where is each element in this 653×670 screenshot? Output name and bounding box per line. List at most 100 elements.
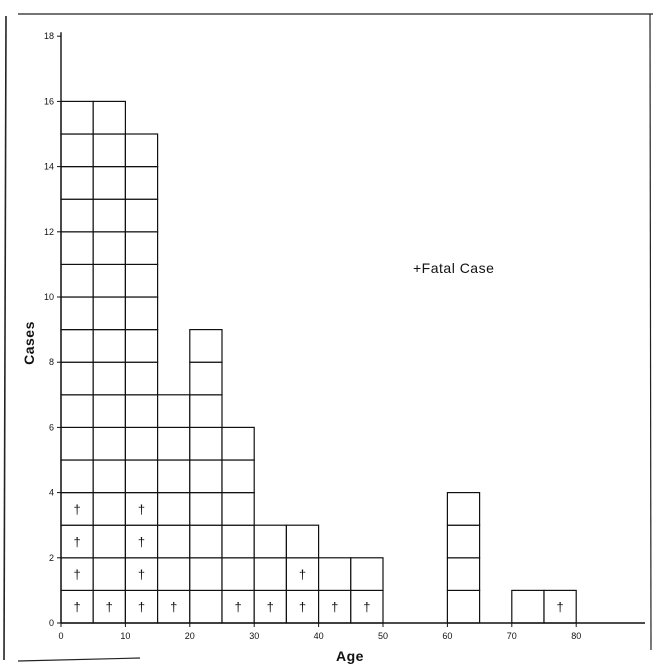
bar-cell-age-30-35-case-3 — [253, 524, 287, 559]
bar-cell-age-60-65-case-2 — [446, 557, 481, 591]
x-tick-label-70: 70 — [507, 631, 517, 641]
y-tick-label-6: 6 — [49, 422, 54, 432]
fatal-mark-age-35-40-1: † — [299, 600, 306, 615]
y-tick-label-8: 8 — [49, 357, 54, 367]
x-tick-label-10: 10 — [120, 631, 130, 641]
bar-cell-age-5-10-case-2 — [92, 557, 126, 591]
bar-cell-age-0-5-case-9 — [60, 329, 94, 363]
bar-cell-age-60-65-case-3 — [446, 524, 481, 559]
bar-cell-age-5-10-case-6 — [92, 426, 126, 461]
bar-cell-age-30-35-case-2 — [253, 557, 287, 591]
bar-cell-age-20-25-case-3 — [189, 524, 223, 559]
fatal-mark-age-10-15-1: † — [138, 600, 145, 615]
bar-cell-age-25-30-case-1 — [221, 589, 255, 624]
bar-cell-age-20-25-case-1 — [189, 589, 223, 624]
bar-cell-age-0-5-case-12 — [60, 231, 94, 266]
bar-cell-age-5-10-case-10 — [92, 296, 126, 331]
fatal-mark-age-0-5-1: † — [73, 600, 80, 615]
bar-cell-age-60-65-case-4 — [446, 492, 481, 526]
bar-cell-age-20-25-case-7 — [189, 394, 223, 428]
fatal-mark-age-25-30-1: † — [234, 600, 241, 615]
fatal-mark-age-5-10-1: † — [106, 600, 113, 615]
bar-cell-age-20-25-case-9 — [189, 329, 223, 363]
bar-cell-age-5-10-case-8 — [92, 361, 126, 396]
bar-cell-age-5-10-case-5 — [92, 459, 126, 494]
fatal-mark-age-10-15-4: † — [138, 502, 145, 517]
x-tick-label-20: 20 — [185, 631, 195, 641]
bar-cell-age-10-15-case-13 — [124, 198, 159, 233]
bar-cell-age-25-30-case-4 — [221, 492, 255, 526]
fatal-mark-age-0-5-2: † — [73, 567, 80, 582]
bar-cell-age-15-20-case-2 — [157, 557, 191, 591]
frame-right — [649, 13, 652, 651]
y-tick-label-18: 18 — [44, 31, 54, 41]
bar-cell-age-40-45-case-1 — [318, 589, 352, 624]
bar-cell-age-5-10-case-3 — [92, 524, 126, 559]
bar-cell-age-60-65-case-1 — [446, 589, 481, 624]
frame-left — [3, 15, 7, 661]
bar-cell-age-0-5-case-13 — [60, 198, 94, 233]
bar-cell-age-10-15-case-14 — [124, 166, 159, 200]
bar-cell-age-25-30-case-5 — [221, 459, 255, 494]
y-tick-label-16: 16 — [44, 96, 54, 106]
fatal-mark-age-40-45-1: † — [331, 600, 338, 615]
fatal-mark-age-10-15-2: † — [138, 567, 145, 582]
bar-cell-age-0-5-case-14 — [60, 166, 94, 200]
bar-cell-age-5-10-case-11 — [92, 263, 126, 298]
bar-cell-age-0-5-case-10 — [60, 296, 94, 331]
bar-cell-age-25-30-case-2 — [221, 557, 255, 591]
fatal-mark-age-75-80-1: † — [556, 600, 563, 615]
y-tick-label-10: 10 — [44, 292, 54, 302]
bar-cell-age-15-20-case-5 — [157, 459, 191, 494]
fatal-mark-age-35-40-2: † — [299, 567, 306, 582]
bar-cell-age-10-15-case-10 — [124, 296, 159, 331]
bar-cell-age-5-10-case-9 — [92, 329, 126, 363]
bar-cell-age-15-20-case-4 — [157, 492, 191, 526]
y-axis-title: Cases — [21, 321, 37, 365]
bar-cell-age-5-10-case-13 — [92, 198, 126, 233]
bar-cell-age-0-5-case-6 — [60, 426, 94, 461]
bar-cell-age-0-5-case-5 — [60, 459, 94, 494]
fatal-mark-age-45-50-1: † — [363, 600, 370, 615]
x-tick-label-40: 40 — [314, 631, 324, 641]
bar-cell-age-20-25-case-6 — [189, 426, 223, 461]
bar-cell-age-35-40-case-3 — [285, 524, 320, 559]
bar-cell-age-20-25-case-5 — [189, 459, 223, 494]
bar-cell-age-10-15-case-12 — [124, 231, 159, 266]
bar-cell-age-10-15-case-5 — [124, 459, 159, 494]
bar-cell-age-5-10-case-14 — [92, 166, 126, 200]
x-tick-label-50: 50 — [378, 631, 388, 641]
bar-cell-age-15-20-case-3 — [157, 524, 191, 559]
bar-cell-age-5-10-case-7 — [92, 394, 126, 428]
bar-cell-age-15-20-case-1 — [157, 589, 191, 624]
bar-cell-age-10-15-case-11 — [124, 263, 159, 298]
x-tick-label-60: 60 — [442, 631, 452, 641]
bar-cell-age-35-40-case-1 — [285, 589, 320, 624]
legend-fatal-case: +Fatal Case — [413, 260, 494, 276]
fatal-mark-age-10-15-3: † — [138, 535, 145, 550]
bar-cell-age-0-5-case-16 — [60, 100, 94, 135]
bar-cell-age-0-5-case-15 — [60, 133, 94, 168]
bar-cell-age-5-10-case-12 — [92, 231, 126, 266]
bar-cell-age-70-75-case-1 — [511, 589, 545, 624]
bar-cell-age-10-15-case-9 — [124, 329, 159, 363]
x-tick-label-0: 0 — [58, 631, 63, 641]
bar-cell-age-20-25-case-2 — [189, 557, 223, 591]
bar-cell-age-10-15-case-6 — [124, 426, 159, 461]
bar-cell-age-15-20-case-6 — [157, 426, 191, 461]
fatal-mark-age-0-5-3: † — [73, 535, 80, 550]
x-tick-label-30: 30 — [249, 631, 259, 641]
bar-cell-age-10-15-case-8 — [124, 361, 159, 396]
bar-cell-age-10-15-case-15 — [124, 133, 159, 168]
bar-cell-age-25-30-case-6 — [221, 426, 255, 461]
y-tick-label-0: 0 — [49, 618, 54, 628]
y-tick-label-12: 12 — [44, 227, 54, 237]
bar-cell-age-5-10-case-4 — [92, 492, 126, 526]
bar-cell-age-20-25-case-4 — [189, 492, 223, 526]
bar-cell-age-40-45-case-2 — [318, 557, 352, 591]
x-tick-label-80: 80 — [571, 631, 581, 641]
y-tick-label-14: 14 — [44, 162, 54, 172]
bar-cell-age-10-15-case-7 — [124, 394, 159, 428]
bar-cell-age-5-10-case-16 — [92, 100, 126, 135]
